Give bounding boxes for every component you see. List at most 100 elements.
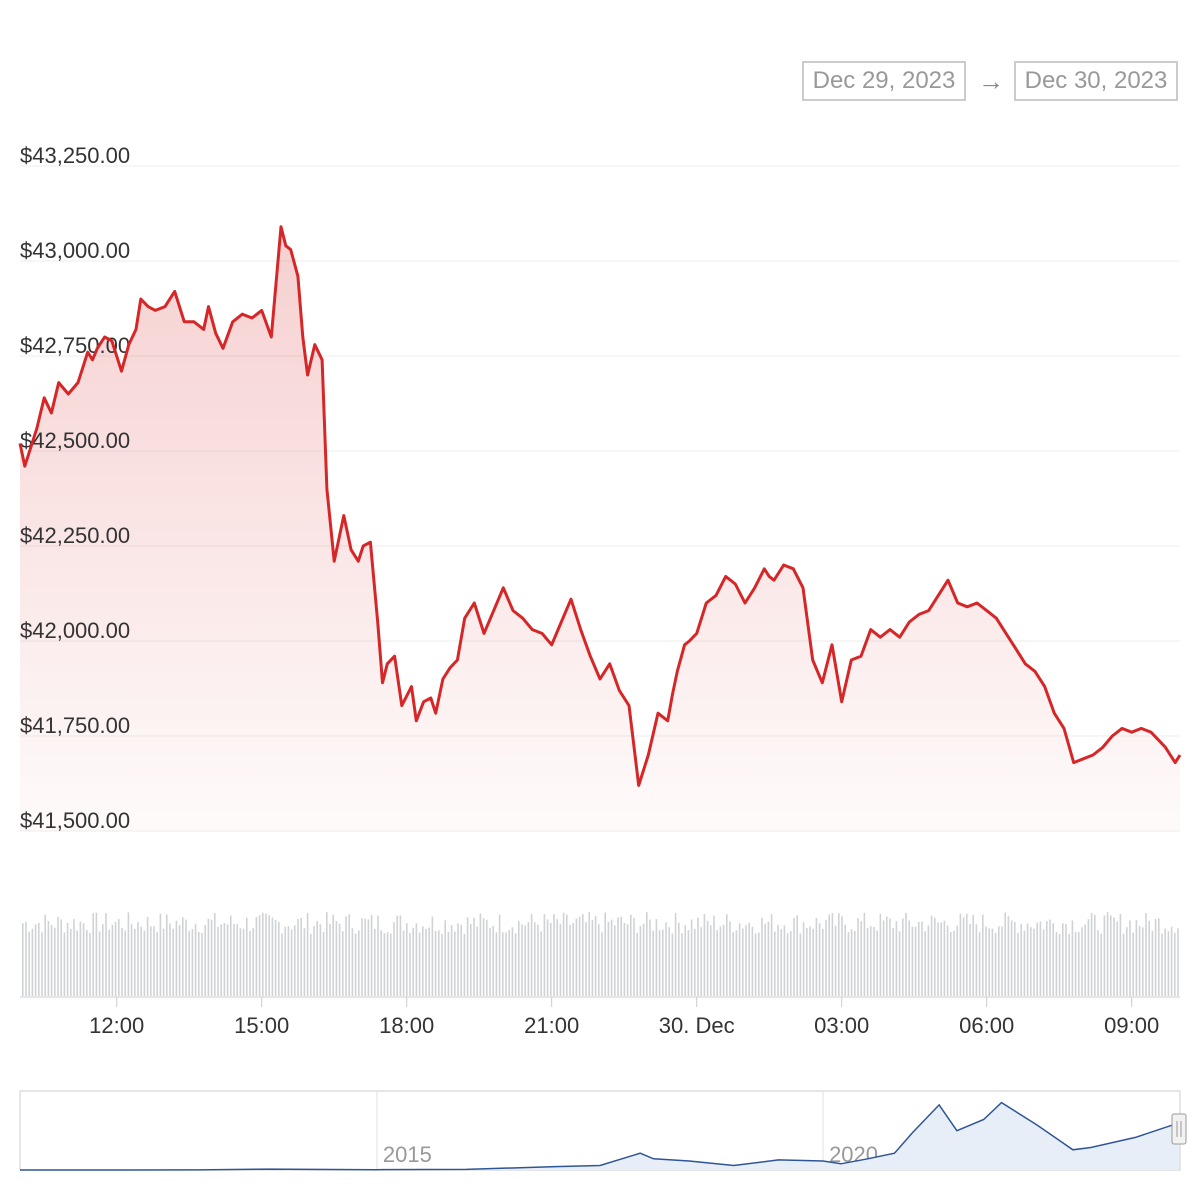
volume-bar	[1116, 921, 1118, 996]
navigator-handle[interactable]	[1171, 1113, 1187, 1145]
volume-bar	[719, 926, 722, 996]
volume-bar	[604, 912, 606, 996]
volume-bar	[534, 922, 536, 996]
volume-bar	[1084, 924, 1086, 996]
volume-bar	[502, 932, 504, 996]
volume-bar	[191, 929, 194, 996]
volume-bar	[594, 915, 597, 996]
date-from-input[interactable]: Dec 29, 2023	[802, 61, 966, 101]
volume-bar	[729, 921, 731, 996]
volume-bar	[998, 926, 1000, 996]
volume-bar	[1090, 912, 1093, 996]
volume-bar	[703, 914, 706, 996]
volume-bar	[361, 918, 363, 996]
navigator[interactable]: 2015 2020	[19, 1090, 1187, 1171]
volume-bar	[1174, 932, 1176, 996]
volume-bar	[236, 924, 238, 996]
volume-bar	[223, 923, 226, 996]
volume-bar	[857, 918, 859, 996]
volume-bar	[1039, 921, 1042, 996]
volume-bar	[89, 932, 91, 996]
volume-bar	[255, 917, 258, 996]
volume-bar	[1036, 922, 1038, 996]
volume-bar	[914, 926, 917, 996]
volume-bar	[822, 928, 824, 996]
volume-bar	[962, 917, 965, 996]
volume-bar	[214, 913, 216, 996]
volume-bar	[767, 921, 770, 996]
volume-bar	[895, 921, 898, 996]
volume-bar	[390, 933, 392, 996]
volume-bar	[953, 930, 955, 996]
volume-bar	[678, 922, 680, 996]
volume-bar	[172, 928, 174, 996]
volume-bar	[918, 921, 920, 996]
volume-bar	[1087, 919, 1090, 996]
volume-bar	[815, 917, 818, 996]
volume-bar	[1113, 917, 1115, 996]
volume-bar	[76, 930, 78, 996]
volume-bar	[697, 917, 699, 996]
volume-bar	[134, 928, 136, 996]
volume-bar	[684, 925, 686, 996]
volume-bar	[492, 926, 494, 996]
volume-bar	[658, 930, 661, 996]
volume-bar	[828, 914, 830, 996]
volume-bar	[946, 925, 949, 996]
volume-bar	[1122, 933, 1125, 996]
volume-bar	[559, 923, 562, 996]
volume-bar	[751, 926, 754, 996]
y-tick-label: $41,500.00	[20, 808, 130, 833]
volume-bar	[585, 922, 587, 996]
volume-bar	[1046, 921, 1048, 996]
volume-bar	[655, 919, 658, 996]
volume-bar	[527, 922, 530, 996]
date-to-input[interactable]: Dec 30, 2023	[1014, 61, 1178, 101]
price-area-fill	[20, 226, 1180, 832]
volume-bar	[956, 925, 958, 996]
volume-bar	[780, 929, 782, 996]
volume-bar	[444, 920, 446, 996]
volume-bar	[876, 930, 878, 996]
volume-bar	[831, 913, 834, 996]
volume-bar	[620, 916, 622, 996]
volume-bar	[550, 923, 552, 996]
volume-bar	[290, 929, 293, 996]
volume-bar	[1058, 934, 1061, 996]
volume-bar	[793, 918, 795, 996]
volume-bar	[338, 923, 341, 996]
volume-bar	[623, 923, 626, 996]
volume-bar	[463, 933, 466, 996]
volume-bar	[1071, 920, 1074, 996]
volume-bar	[530, 914, 533, 996]
volume-bar	[182, 917, 184, 996]
volume-bar	[1110, 915, 1112, 996]
volume-bar	[687, 930, 690, 996]
volume-bar	[322, 932, 325, 996]
volume-bar	[150, 926, 152, 996]
volume-bar	[799, 933, 802, 996]
volume-bar	[60, 919, 62, 996]
volume-bar	[57, 916, 59, 996]
volume-bar	[764, 924, 766, 996]
volume-bar	[284, 926, 286, 996]
volume-bar	[706, 920, 709, 996]
volume-bar	[1074, 931, 1077, 996]
volume-bar	[175, 920, 178, 996]
volume-bar	[422, 926, 424, 996]
volume-bar	[777, 925, 779, 996]
volume-bar	[1068, 933, 1070, 996]
volume-bar	[1170, 926, 1173, 996]
volume-bar	[652, 930, 654, 996]
volume-bar	[841, 916, 843, 996]
volume-bar	[546, 919, 549, 996]
volume-bar	[386, 932, 389, 996]
volume-bar	[838, 913, 840, 996]
volume-bar	[783, 925, 786, 996]
volume-bar	[786, 933, 789, 996]
volume-bar	[1062, 923, 1064, 996]
volume-bar	[95, 912, 98, 996]
volume-bar	[153, 926, 155, 996]
price-area	[20, 226, 1180, 832]
volume-bar	[988, 928, 990, 996]
